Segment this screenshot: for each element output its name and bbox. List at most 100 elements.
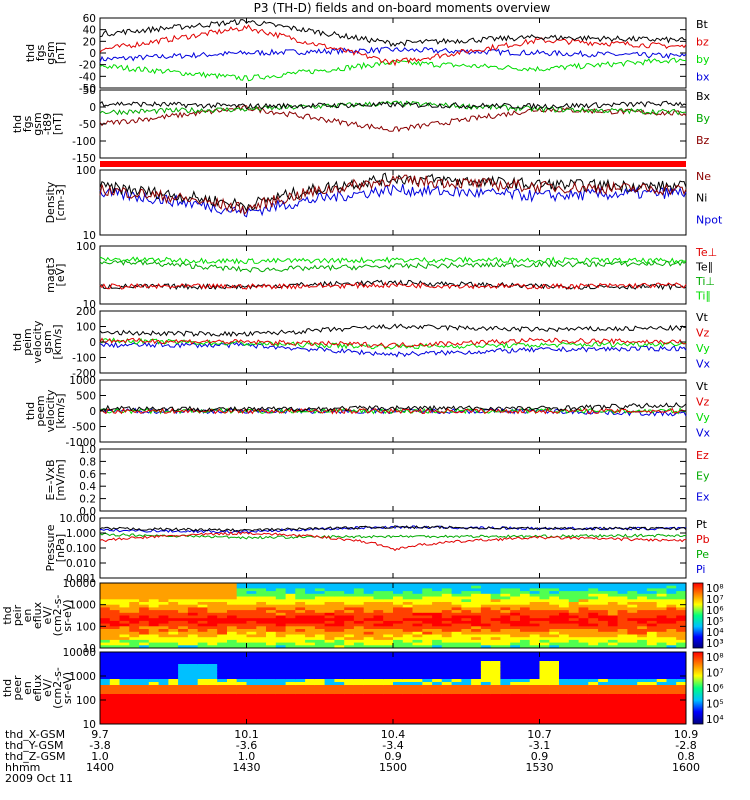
spectrogram-cell — [383, 691, 394, 695]
spectrogram-cell — [617, 673, 628, 677]
spectrogram-cell — [480, 599, 492, 603]
spectrogram-cell — [227, 667, 238, 671]
spectrogram-cell — [598, 612, 609, 616]
spectrogram-cell — [168, 682, 179, 686]
spectrogram-cell — [441, 676, 453, 680]
spectrogram-cell — [334, 682, 345, 686]
spectrogram-cell — [646, 679, 658, 683]
spectrogram-cell — [227, 691, 238, 695]
spectrogram-cell — [412, 620, 423, 625]
spectrogram-cell — [568, 718, 580, 722]
spectrogram-cell — [285, 607, 296, 611]
spectrogram-cell — [578, 637, 589, 641]
spectrogram-cell — [480, 620, 492, 625]
spectrogram-cell — [588, 682, 599, 686]
spectrogram-cell — [285, 673, 296, 677]
spectrogram-cell — [432, 637, 443, 641]
series-group — [99, 18, 687, 82]
spectrogram-cell — [139, 676, 150, 680]
y-axis-label-line: [mV/m] — [54, 459, 67, 500]
spectrogram-cell — [441, 688, 453, 692]
spectrogram-cell — [197, 618, 208, 622]
spectrogram-cell — [598, 615, 609, 619]
spectrogram-cell — [490, 652, 501, 656]
y-axis-label-line: sr-eV) — [61, 599, 74, 631]
x-axis-value: 1.0 — [91, 750, 109, 763]
spectrogram-cell — [607, 667, 619, 671]
spectrogram-cell — [207, 591, 218, 595]
spectrogram-cell — [295, 667, 306, 671]
spectrogram-cell — [393, 661, 404, 665]
spectrogram-cell — [334, 583, 345, 587]
y-tick-label: 0 — [89, 337, 96, 349]
spectrogram-cell — [402, 667, 414, 671]
legend-item: by — [696, 53, 710, 66]
spectrogram-cell — [109, 620, 121, 625]
spectrogram-cell — [275, 670, 287, 674]
series-line-Ni — [99, 172, 687, 213]
spectrogram-cell — [109, 688, 121, 692]
spectrogram-cell — [549, 585, 560, 589]
spectrogram-cell — [607, 682, 619, 686]
spectrogram-cell — [656, 718, 667, 722]
spectrogram-cell — [529, 652, 540, 656]
spectrogram-cell — [344, 591, 355, 595]
spectrogram-cell — [559, 626, 570, 630]
spectrogram-cell — [432, 709, 443, 713]
spectrogram-cell — [207, 604, 218, 608]
spectrogram-cell — [178, 645, 189, 649]
spectrogram-cell — [266, 599, 277, 603]
spectrogram-cell — [353, 709, 365, 713]
y-axis-label-line: thd — [1, 679, 14, 697]
spectrogram-cell — [441, 645, 453, 649]
spectrogram-cell — [324, 631, 335, 635]
y-tick-label: 60 — [83, 13, 96, 25]
spectrogram-cell — [607, 685, 619, 689]
spectrogram-cell — [490, 697, 501, 701]
spectrogram-cell — [480, 593, 492, 597]
spectrogram-cell — [324, 591, 335, 595]
spectrogram-cell — [266, 667, 277, 671]
spectrogram-cell — [314, 604, 326, 608]
spectrogram-cell — [314, 607, 326, 611]
spectrogram-cell — [500, 682, 511, 686]
spectrogram-cell — [139, 718, 150, 722]
spectrogram-cell — [500, 629, 511, 633]
spectrogram-cell — [305, 673, 316, 677]
spectrogram-cell — [305, 585, 316, 589]
spectrogram-cell — [197, 612, 208, 616]
spectrogram-cell — [559, 599, 570, 603]
spectrogram-cell — [656, 676, 667, 680]
spectrogram-cell — [139, 637, 150, 641]
spectrogram-cell — [305, 634, 316, 638]
spectrogram-cell — [676, 658, 687, 662]
spectrogram-cell — [480, 645, 492, 649]
spectrogram-cell — [373, 664, 384, 668]
spectrogram-cell — [656, 612, 667, 616]
spectrogram-cell — [363, 610, 374, 614]
spectrogram-cell — [178, 639, 189, 644]
spectrogram-cell — [578, 585, 589, 589]
spectrogram-cell — [168, 709, 179, 713]
spectrogram-cell — [246, 634, 257, 638]
spectrogram-cell — [275, 610, 287, 614]
spectrogram-cell — [607, 712, 619, 716]
spectrogram-cell — [588, 642, 599, 646]
spectrogram-cell — [656, 593, 667, 597]
spectrogram-cell — [324, 623, 335, 627]
spectrogram-cell — [676, 667, 687, 671]
spectrogram-cell — [568, 615, 580, 619]
spectrogram-cell — [412, 658, 423, 662]
spectrogram-cell — [158, 620, 169, 625]
spectrogram-cell — [275, 604, 287, 608]
spectrogram-cell — [207, 664, 218, 668]
spectrogram-cell — [119, 618, 130, 622]
spectrogram-cell — [266, 706, 277, 710]
spectrogram-cell — [490, 588, 501, 592]
spectrogram-cell — [412, 607, 423, 611]
spectrogram-cell — [295, 715, 306, 719]
spectrogram-cell — [178, 612, 189, 616]
spectrogram-cell — [627, 679, 638, 683]
